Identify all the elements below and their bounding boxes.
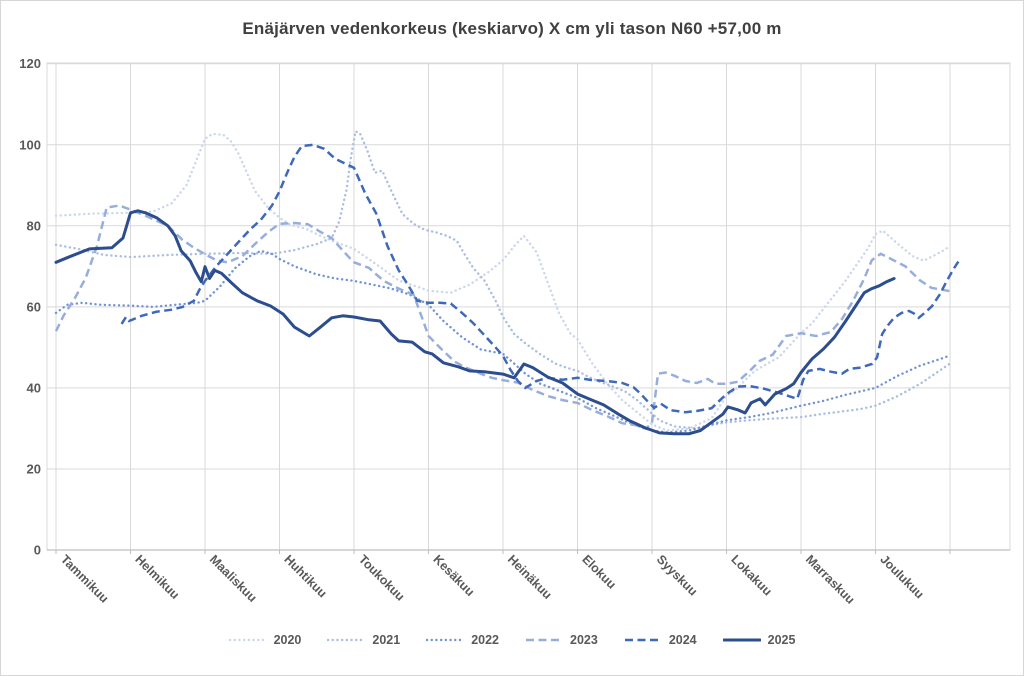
legend-label-2024: 2024 <box>668 633 697 647</box>
series-line-2021 <box>54 129 952 430</box>
legend-label-2021: 2021 <box>372 633 401 647</box>
svg-text:Joulukuu: Joulukuu <box>877 552 926 601</box>
svg-text:Tammikuu: Tammikuu <box>58 552 111 605</box>
gridlines <box>46 62 1011 554</box>
legend-label-2020: 2020 <box>273 633 302 647</box>
svg-text:40: 40 <box>27 380 41 395</box>
legend: 2020 2021 2022 2023 2024 2025 <box>1 633 1023 647</box>
svg-text:Marraskuu: Marraskuu <box>803 552 858 607</box>
series-line-2022 <box>54 249 952 434</box>
y-axis-labels: 0 20 40 60 80 100 120 <box>19 56 41 557</box>
legend-label-2023: 2023 <box>570 633 598 647</box>
legend-line-sample-2021 <box>327 638 366 642</box>
svg-text:Kesäkuu: Kesäkuu <box>430 552 477 599</box>
svg-text:Helmikuu: Helmikuu <box>132 552 182 602</box>
svg-text:Syyskuu: Syyskuu <box>654 552 700 598</box>
svg-text:Maaliskuu: Maaliskuu <box>207 552 260 605</box>
series-line-2025 <box>54 209 896 436</box>
legend-line-sample-2024 <box>624 638 661 642</box>
legend-item-2024: 2024 <box>624 633 697 647</box>
legend-line-sample-2022 <box>426 638 465 642</box>
svg-text:120: 120 <box>19 56 41 71</box>
legend-item-2023: 2023 <box>525 633 598 647</box>
series-line-2023 <box>54 204 954 431</box>
legend-item-2022: 2022 <box>426 633 499 647</box>
legend-line-sample-2025 <box>722 638 761 642</box>
svg-text:Toukokuu: Toukokuu <box>356 552 407 603</box>
series-line-2020 <box>54 132 952 432</box>
svg-text:Heinäkuu: Heinäkuu <box>505 552 555 602</box>
svg-text:100: 100 <box>19 137 41 152</box>
svg-text:80: 80 <box>27 218 41 233</box>
legend-item-2020: 2020 <box>228 633 302 647</box>
chart-title: Enäjärven vedenkorkeus (keskiarvo) X cm … <box>242 19 782 38</box>
svg-text:Elokuu: Elokuu <box>579 552 618 591</box>
legend-label-2022: 2022 <box>471 633 499 647</box>
svg-text:0: 0 <box>34 543 41 558</box>
svg-text:20: 20 <box>27 461 41 476</box>
legend-item-2021: 2021 <box>327 633 400 647</box>
svg-text:Huhtikuu: Huhtikuu <box>281 552 329 600</box>
x-axis-labels: Tammikuu Helmikuu Maaliskuu Huhtikuu Toukoku… <box>58 552 927 607</box>
legend-line-sample-2020 <box>228 638 267 642</box>
svg-text:60: 60 <box>27 299 41 314</box>
svg-text:Lokakuu: Lokakuu <box>728 552 774 598</box>
legend-item-2025: 2025 <box>722 633 796 647</box>
legend-label-2025: 2025 <box>767 633 796 647</box>
legend-line-sample-2023 <box>526 638 562 642</box>
